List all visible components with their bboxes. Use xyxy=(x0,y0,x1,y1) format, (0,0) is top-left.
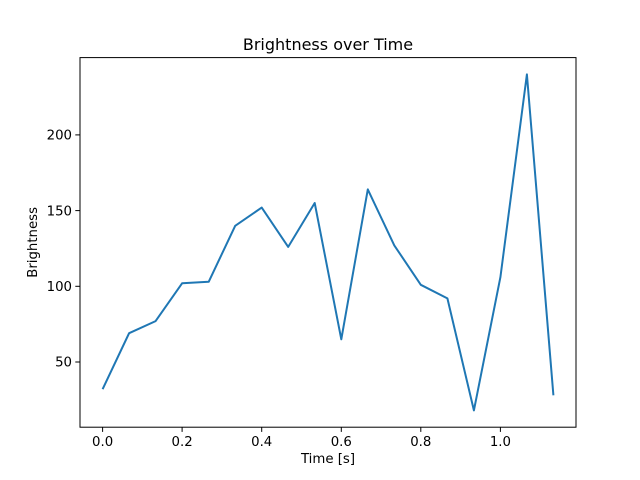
y-axis-label: Brightness xyxy=(26,207,41,278)
x-tick-label: 1.0 xyxy=(490,435,511,450)
x-tick-label: 0.0 xyxy=(92,435,113,450)
x-axis-label: Time [s] xyxy=(300,452,355,467)
x-tick-label: 0.4 xyxy=(251,435,272,450)
y-tick-label: 50 xyxy=(55,356,72,371)
y-tick-label: 200 xyxy=(47,129,72,144)
y-axis-ticks: 50 100 150 200 xyxy=(47,129,80,371)
x-tick-label: 0.6 xyxy=(331,435,352,450)
x-tick-label: 0.8 xyxy=(410,435,431,450)
chart-title: Brightness over Time xyxy=(243,35,413,54)
plot-area xyxy=(79,57,577,428)
x-axis-ticks: 0.0 0.2 0.4 0.6 0.8 1.0 xyxy=(92,427,511,450)
x-tick-label: 0.2 xyxy=(172,435,193,450)
y-tick-label: 150 xyxy=(47,204,72,219)
brightness-series-line xyxy=(101,73,555,412)
y-tick-label: 100 xyxy=(47,280,72,295)
